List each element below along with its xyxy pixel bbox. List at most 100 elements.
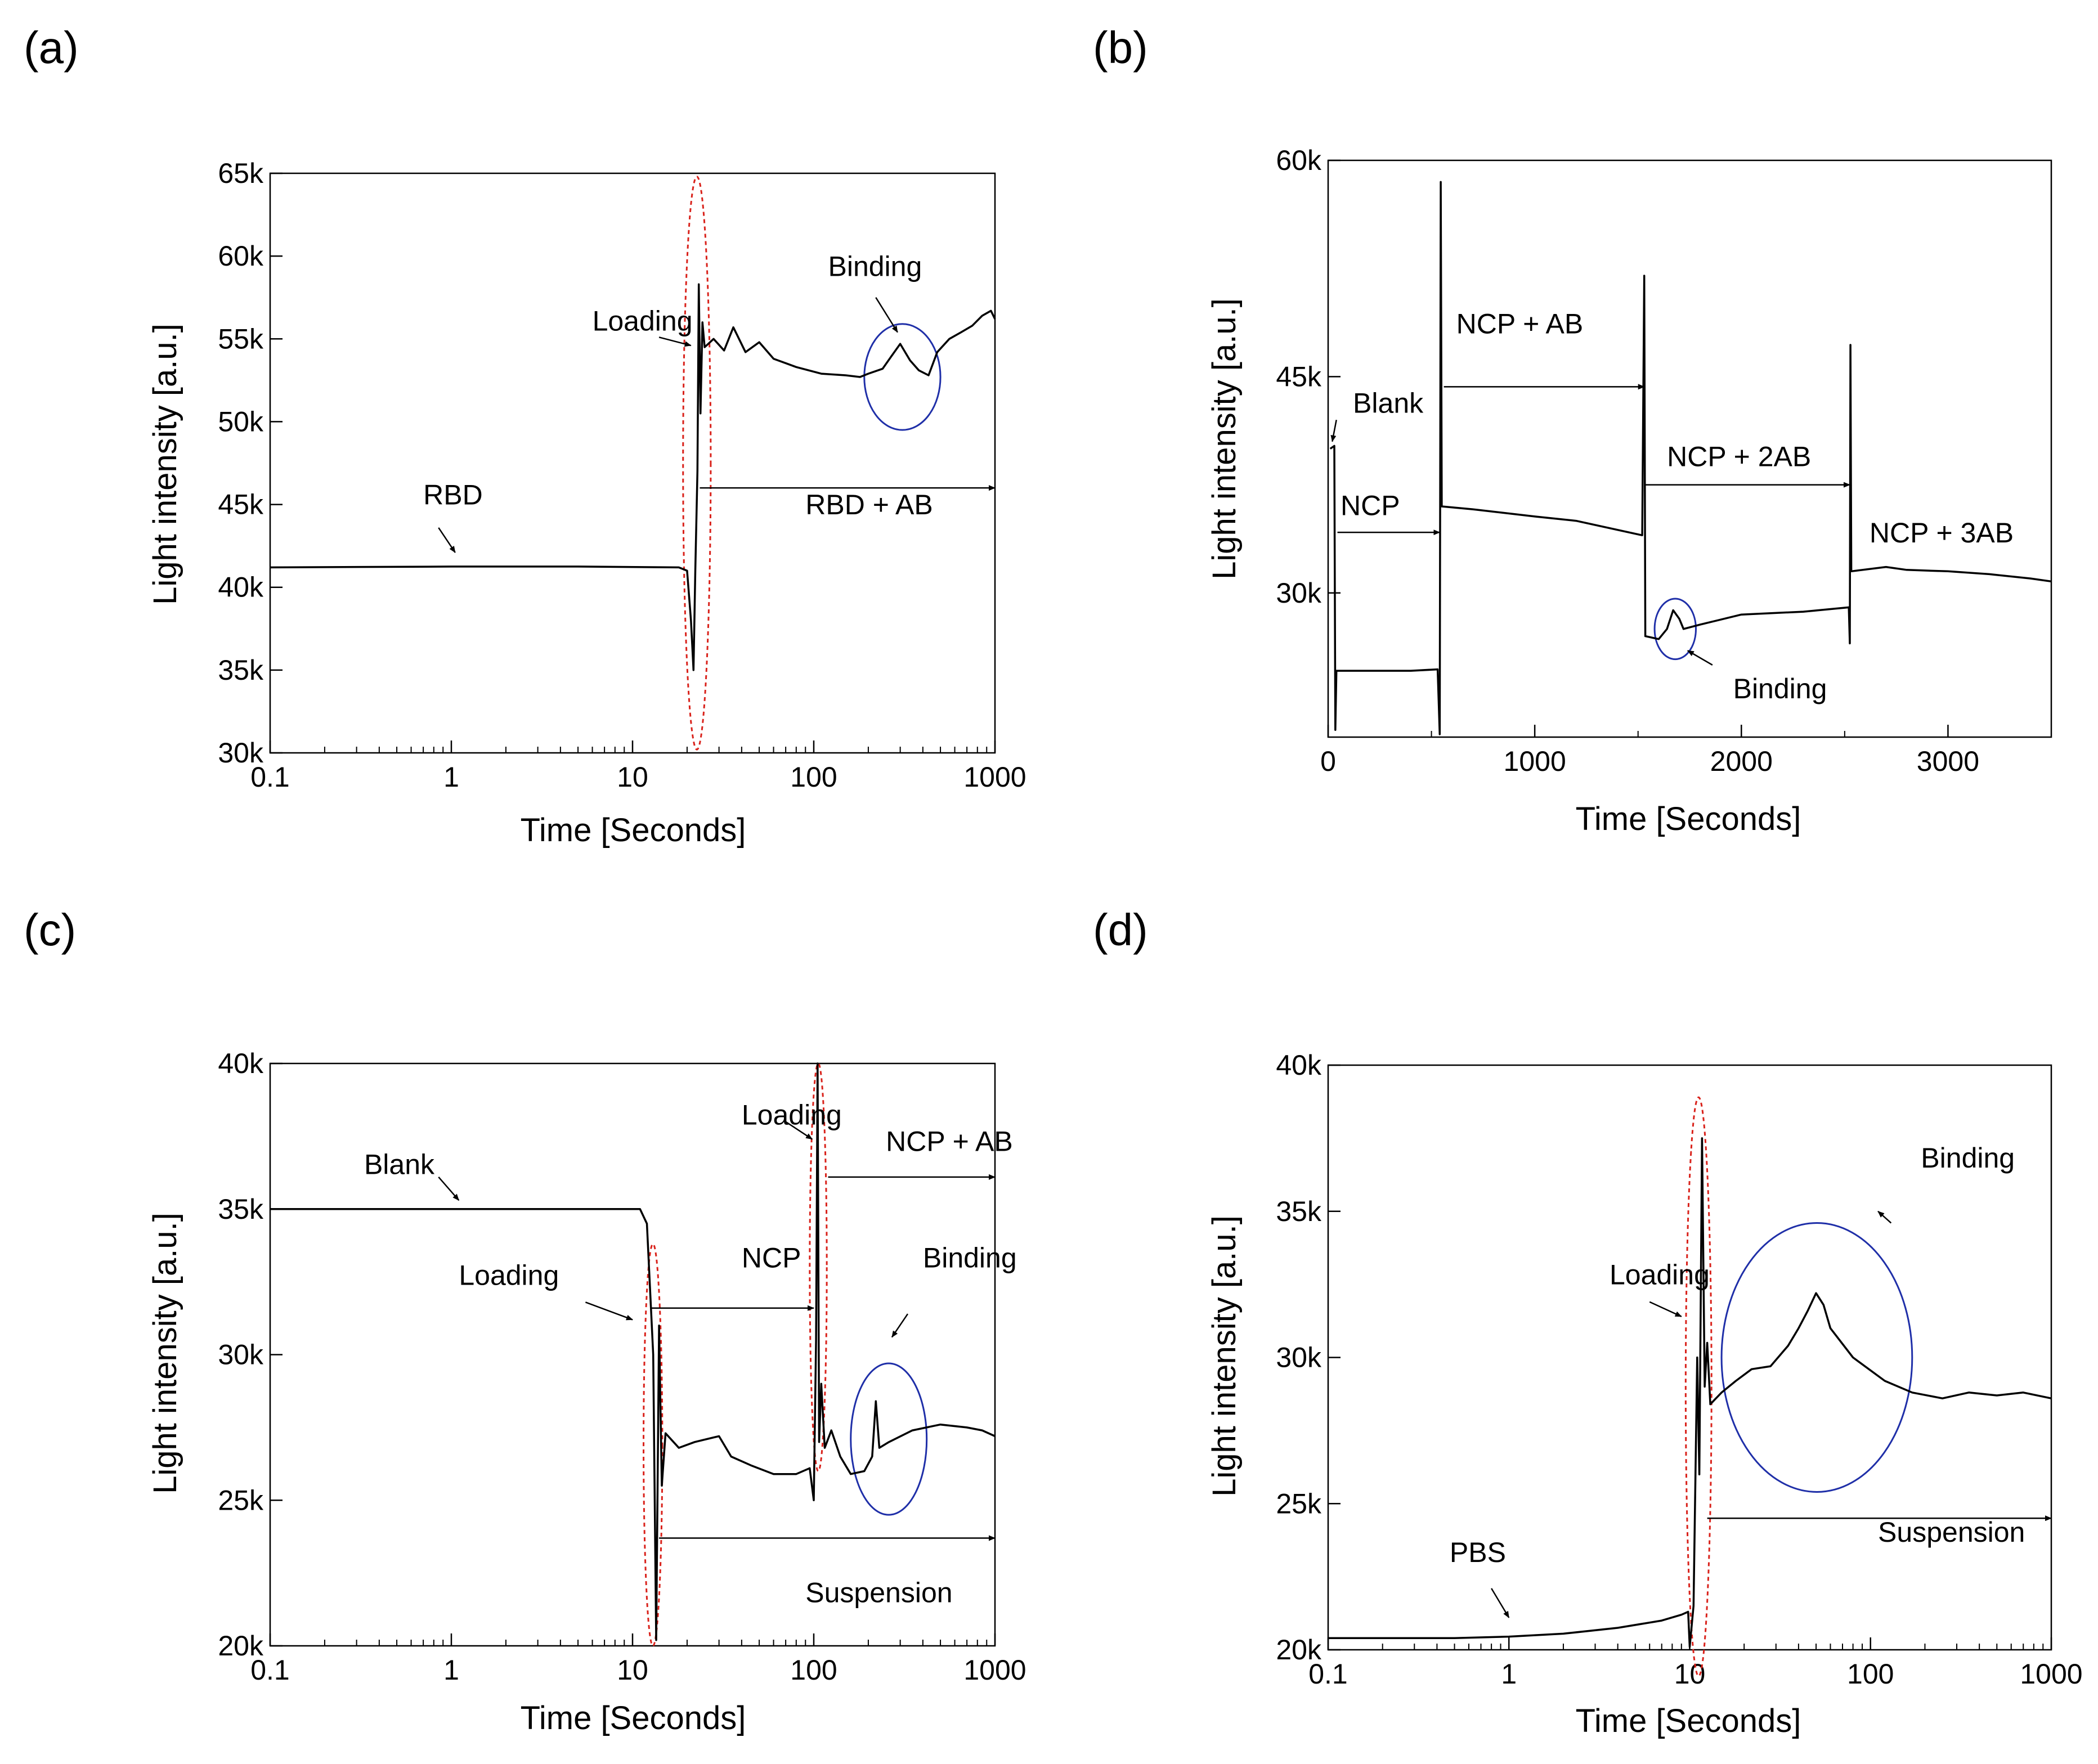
annotation-arrow-a (875, 297, 898, 333)
annotation-arrow-b (1687, 650, 1713, 666)
panel-a: (a) 0.1 1 10 100 1000 30k 35k 40k 45k 50k 55k 60k 65… (24, 23, 1026, 849)
y-tick-label-a: 65k (218, 158, 264, 189)
y-tick-label-c: 30k (218, 1339, 264, 1371)
panel-c: (c) 0.1 1 10 100 1000 20k 25k 30k 35k 40k Blank Loa… (24, 905, 1026, 1736)
binding-ellipse-d (1720, 1222, 1913, 1493)
annotation-label-c: Loading (459, 1259, 559, 1291)
y-tick-label-a: 35k (218, 654, 264, 686)
annotation-label-b: NCP (1341, 490, 1400, 521)
panel-b: (b) 0 1000 2000 3000 30k 45k 60k Blank NCP NCP + … (1093, 23, 2052, 837)
annotation-label-b: NCP + 2AB (1667, 441, 1811, 472)
panel-label-d: (d) (1093, 905, 1148, 955)
annotation-label-b: Blank (1353, 387, 1424, 419)
y-tick-label-c: 20k (218, 1630, 264, 1662)
loading-ellipse-a (682, 176, 712, 751)
plot-area-b: 0 1000 2000 3000 30k 45k 60k Blank NCP NCP + AB NC… (1276, 145, 2052, 777)
annotation-label-a: RBD + AB (805, 489, 933, 520)
annotation-arrow-c (585, 1301, 633, 1321)
annotation-label-d: PBS (1450, 1537, 1506, 1568)
y-axis-title-c: Light intensity [a.u.] (147, 1213, 183, 1494)
x-tick-label-a: 10 (617, 761, 648, 793)
y-tick-label-d: 30k (1276, 1342, 1322, 1374)
y-axis-title-d: Light intensity [a.u.] (1206, 1215, 1243, 1497)
annotation-arrow-d (1877, 1210, 1892, 1224)
annotation-label-b: Binding (1733, 673, 1827, 704)
y-tick-label-a: 55k (218, 323, 264, 354)
binding-ellipse-a (863, 323, 942, 431)
annotation-label-d: Suspension (1878, 1516, 2025, 1548)
annotation-label-d: Binding (1921, 1142, 2015, 1174)
x-tick-label-c: 100 (790, 1654, 837, 1686)
x-tick-label-a: 100 (790, 761, 837, 793)
annotation-label-a: Loading (593, 306, 693, 337)
y-tick-label-d: 35k (1276, 1196, 1322, 1227)
y-tick-label-d: 20k (1276, 1634, 1322, 1666)
annotation-label-b: NCP + AB (1456, 308, 1584, 340)
x-tick-label-a: 1 (443, 761, 459, 793)
binding-ellipse-c (850, 1362, 928, 1516)
y-axis-title-a: Light intensity [a.u.] (147, 324, 183, 605)
plot-area-a: 0.1 1 10 100 1000 30k 35k 40k 45k 50k 55k 60k 65k RBD… (218, 158, 1026, 793)
annotation-label-a: Binding (828, 250, 922, 282)
annotation-arrow-c (891, 1313, 908, 1338)
y-tick-label-b: 45k (1276, 361, 1322, 392)
annotation-arrow-a (438, 527, 456, 553)
y-tick-label-a: 30k (218, 737, 264, 769)
x-tick-label-c: 1000 (963, 1654, 1026, 1686)
annotation-label-c: Blank (364, 1149, 435, 1181)
annotation-label-c: NCP + AB (886, 1125, 1013, 1157)
annotation-label-c: NCP (742, 1242, 801, 1273)
x-tick-label-b: 0 (1320, 746, 1336, 777)
x-tick-label-d: 1000 (2020, 1658, 2082, 1690)
x-tick-label-b: 2000 (1710, 746, 1773, 777)
x-tick-label-b: 3000 (1917, 746, 1979, 777)
series-line-d (1328, 1137, 2052, 1648)
y-tick-label-a: 45k (218, 489, 264, 520)
y-axis-title-b: Light intensity [a.u.] (1206, 298, 1243, 580)
x-axis-title-c: Time [Seconds] (521, 1700, 746, 1736)
y-tick-label-c: 25k (218, 1484, 264, 1516)
x-tick-label-d: 1 (1501, 1658, 1517, 1690)
panel-label-a: (a) (24, 23, 79, 73)
x-tick-label-c: 10 (617, 1654, 648, 1686)
y-tick-label-b: 60k (1276, 145, 1322, 176)
annotation-arrow-a (658, 336, 692, 347)
y-tick-label-d: 40k (1276, 1049, 1322, 1081)
plot-area-d: 0.1 1 10 100 100020k25k30k35k40kPBSLoadingBi… (1276, 1049, 2082, 1690)
loading-ellipse-c (809, 1062, 828, 1472)
x-tick-label-a: 0.1 (250, 761, 290, 793)
plot-frame-b (1327, 159, 2052, 738)
annotation-label-a: RBD (423, 479, 483, 511)
annotation-label-d: Loading (1610, 1259, 1710, 1291)
x-tick-label-d: 100 (1847, 1658, 1894, 1690)
annotation-arrow-d (1649, 1301, 1682, 1317)
annotation-arrow-c (438, 1177, 460, 1201)
x-axis-title-d: Time [Seconds] (1576, 1703, 1801, 1739)
plot-area-c: 0.1 1 10 100 1000 20k 25k 30k 35k 40k Blank Loading… (218, 1048, 1026, 1686)
series-line-b (1329, 181, 2052, 735)
x-tick-label-a: 1000 (963, 761, 1026, 793)
x-tick-label-c: 0.1 (250, 1654, 290, 1686)
y-tick-label-c: 40k (218, 1048, 264, 1079)
x-tick-label-b: 1000 (1504, 746, 1566, 777)
binding-ellipse-b (1653, 598, 1697, 661)
y-tick-label-a: 60k (218, 240, 264, 272)
annotation-label-c: Loading (742, 1099, 842, 1131)
y-tick-label-d: 25k (1276, 1488, 1322, 1519)
panel-d: (d) 0.1 1 10 100 100020k25k30k35k40kPBSLoadi… (1093, 905, 2083, 1739)
x-tick-label-c: 1 (443, 1654, 459, 1686)
y-tick-label-a: 40k (218, 572, 264, 603)
y-tick-label-c: 35k (218, 1193, 264, 1225)
panel-label-b: (b) (1093, 23, 1148, 73)
annotation-arrow-b (1330, 420, 1337, 442)
panel-label-c: (c) (24, 905, 76, 955)
annotation-arrow-c (785, 1121, 813, 1140)
y-tick-label-b: 30k (1276, 577, 1322, 609)
y-tick-label-a: 50k (218, 406, 264, 437)
series-line-c (270, 1062, 996, 1641)
annotation-arrow-d (1491, 1588, 1510, 1618)
loading-ellipse-d (1684, 1096, 1713, 1677)
x-axis-title-a: Time [Seconds] (521, 812, 746, 849)
annotation-label-b: NCP + 3AB (1870, 517, 2014, 549)
